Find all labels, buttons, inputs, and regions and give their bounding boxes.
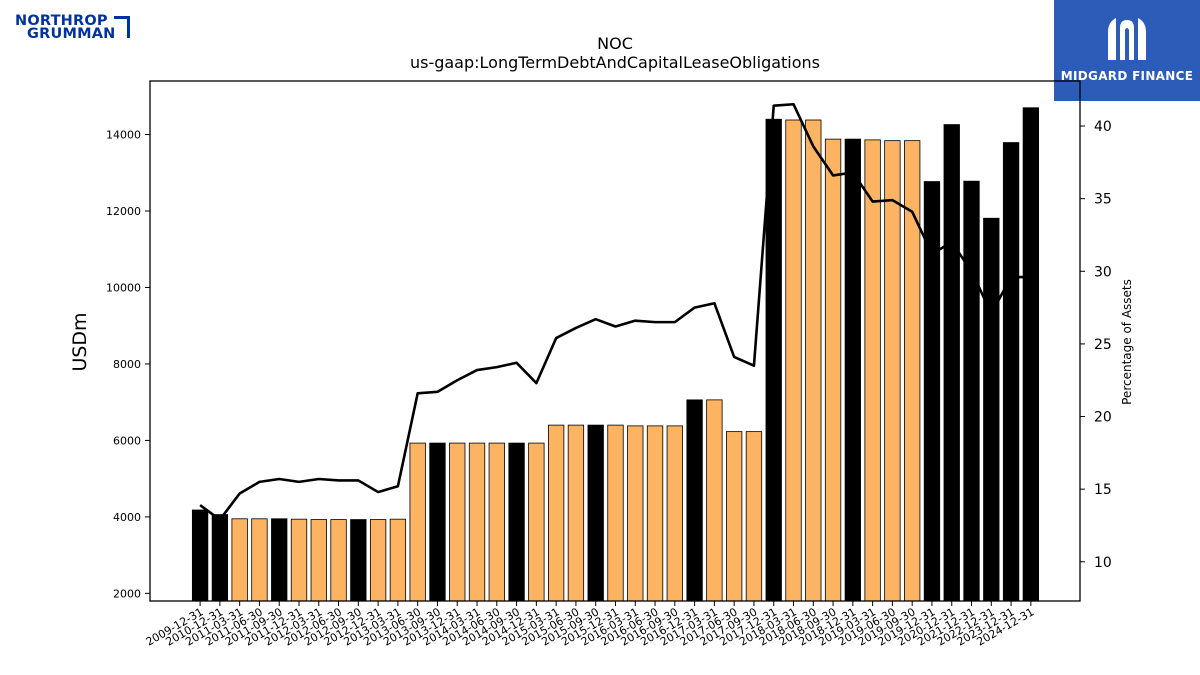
bar	[646, 425, 664, 602]
bar	[429, 442, 446, 602]
logo-bracket-icon	[114, 16, 130, 38]
bar	[231, 518, 248, 602]
bar	[587, 424, 604, 602]
y2-tick-label: 20	[1094, 410, 1112, 426]
bar	[528, 442, 545, 602]
bar	[271, 518, 288, 602]
y2-tick-label: 15	[1094, 482, 1112, 498]
y2-axis-label: Percentage of Assets	[1120, 279, 1134, 405]
y2-tick-label: 25	[1094, 337, 1112, 353]
bar	[449, 442, 466, 602]
bar	[1002, 142, 1020, 602]
bar	[350, 519, 367, 602]
y2-tick-label: 10	[1094, 555, 1112, 571]
y-tick-label: 8000	[113, 358, 141, 371]
bar	[330, 519, 347, 602]
bar	[369, 519, 387, 602]
bar	[627, 425, 644, 602]
bar	[409, 442, 426, 602]
y-axis-label: USDm	[69, 312, 91, 371]
bar	[983, 217, 1000, 602]
bar	[488, 442, 505, 602]
bar	[607, 424, 624, 602]
y2-tick-label: 30	[1094, 264, 1112, 280]
bar	[745, 431, 763, 602]
y-tick-label: 12000	[106, 205, 141, 218]
bar	[706, 399, 723, 602]
bar	[211, 514, 229, 602]
bar-series	[191, 107, 1040, 602]
bar	[1022, 107, 1040, 602]
bar	[547, 424, 565, 602]
bar	[943, 124, 960, 602]
midgard-finance-name: MIDGARD FINANCE	[1060, 69, 1194, 83]
bar	[824, 138, 842, 602]
bar	[844, 138, 861, 602]
bar	[785, 119, 802, 602]
logo-line-1: NORTHROP	[15, 13, 108, 29]
chart-title: NOC	[597, 34, 633, 53]
logo-line-2: GRUMMAN	[27, 26, 116, 42]
midgard-mark-icon	[1108, 18, 1146, 60]
bar	[726, 431, 743, 602]
y2-tick-label: 35	[1094, 192, 1112, 208]
bar	[686, 399, 703, 602]
bar	[963, 180, 980, 602]
y-tick-label: 6000	[113, 434, 141, 447]
bar	[508, 442, 525, 602]
chart-subtitle: us-gaap:LongTermDebtAndCapitalLeaseOblig…	[410, 53, 820, 72]
bar	[310, 519, 327, 602]
bar	[191, 509, 209, 602]
line-series	[199, 102, 1031, 521]
bar	[468, 442, 486, 602]
bar	[884, 140, 901, 602]
y2-tick-label: 40	[1094, 119, 1112, 135]
y-tick-label: 2000	[113, 587, 141, 600]
pct-assets-line	[199, 102, 1031, 521]
bar	[864, 139, 881, 602]
y-tick-label: 14000	[106, 129, 141, 142]
y-tick-label: 4000	[113, 511, 141, 524]
bar	[567, 424, 585, 602]
northrop-grumman-logo: NORTHROP GRUMMAN	[14, 12, 134, 44]
y-tick-label: 10000	[106, 281, 141, 294]
bar	[666, 425, 683, 602]
bar	[251, 518, 268, 602]
midgard-finance-logo: MIDGARD FINANCE	[1054, 0, 1200, 101]
bar	[805, 119, 822, 602]
bar	[389, 518, 407, 602]
axes: 2000 4000 6000 8000 10000 12000 14000 10 15 20 25 3…	[106, 80, 1112, 649]
bar	[290, 518, 308, 602]
